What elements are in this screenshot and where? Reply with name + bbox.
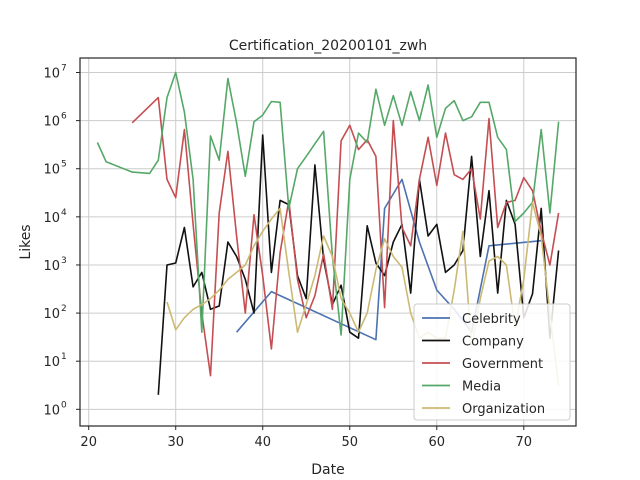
y-tick-label-5: 10 (43, 163, 60, 178)
x-tick-label-20: 20 (80, 435, 97, 450)
y-tick-exponent-7: 7 (61, 63, 67, 73)
legend-label-media: Media (462, 380, 501, 395)
legend-box (413, 303, 571, 421)
series-line-government (131, 96, 560, 377)
x-tick-label-40: 40 (254, 435, 271, 450)
series-line-company (157, 134, 560, 395)
series-line-organization (166, 201, 560, 387)
series-layer (96, 71, 560, 395)
grid-lines (80, 58, 576, 426)
y-tick-exponent-6: 6 (61, 112, 67, 122)
x-axis-ticks: 20 30 40 50 60 70 (80, 426, 532, 450)
y-tick-label-0: 10 (43, 403, 60, 418)
y-tick-label-6: 10 (43, 115, 60, 130)
y-tick-exponent-2: 2 (61, 304, 67, 314)
y-tick-exponent-3: 3 (61, 256, 67, 266)
y-tick-label-7: 10 (43, 66, 60, 81)
chart-title: Certification_20200101_zwh (229, 38, 427, 54)
x-tick-label-50: 50 (341, 435, 358, 450)
legend: Celebrity Company Government Media Organizat… (413, 303, 571, 421)
y-tick-exponent-1: 1 (61, 352, 67, 362)
legend-label-government: Government (462, 357, 543, 372)
y-tick-exponent-5: 5 (61, 160, 67, 170)
legend-label-celebrity: Celebrity (462, 312, 521, 327)
legend-label-organization: Organization (462, 402, 545, 417)
series-line-media (96, 71, 560, 336)
x-tick-label-30: 30 (167, 435, 184, 450)
y-axis-label: Likes (18, 224, 34, 259)
y-tick-label-4: 10 (43, 211, 60, 226)
y-tick-exponent-4: 4 (61, 208, 67, 218)
legend-label-company: Company (462, 335, 524, 350)
plot-frame (79, 57, 577, 427)
y-tick-label-2: 10 (43, 307, 60, 322)
y-tick-label-3: 10 (43, 259, 60, 274)
y-tick-label-1: 10 (43, 355, 60, 370)
y-tick-exponent-0: 0 (61, 400, 67, 410)
x-axis-label: Date (311, 462, 344, 478)
x-tick-label-70: 70 (516, 435, 533, 450)
x-tick-label-60: 60 (428, 435, 445, 450)
